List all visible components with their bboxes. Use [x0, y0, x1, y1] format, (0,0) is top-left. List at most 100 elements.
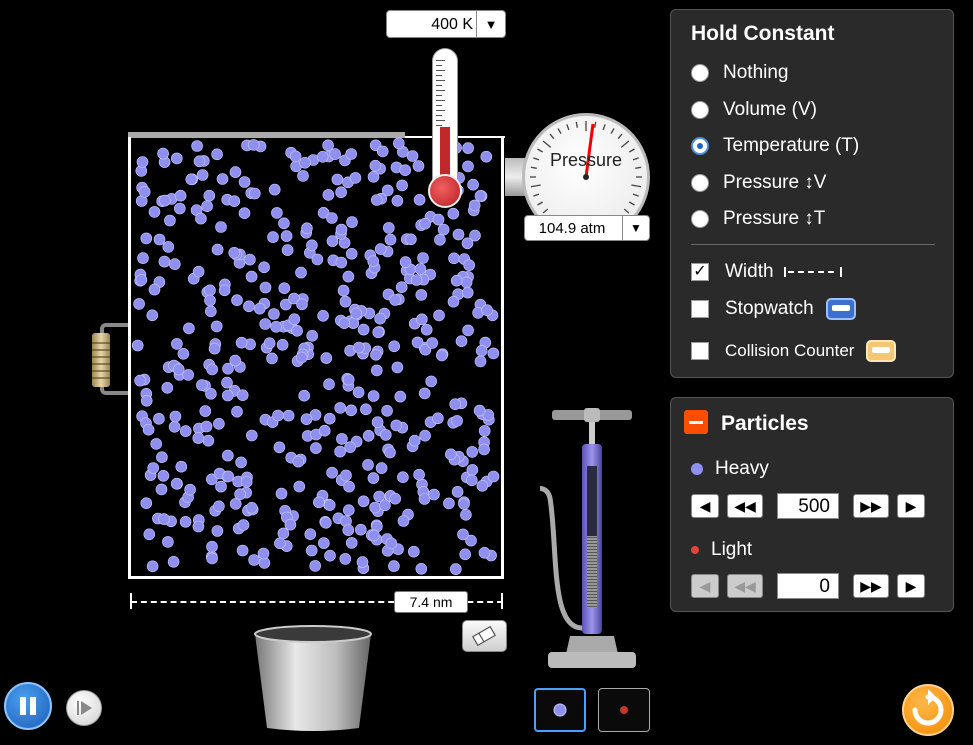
heavy-count-field[interactable]: 500 — [777, 493, 839, 519]
heavy-particle — [413, 193, 426, 206]
heavy-particle — [385, 537, 398, 550]
pump-piston-line — [587, 585, 597, 586]
collision-counter-checkbox[interactable] — [691, 342, 709, 360]
heavy-particle — [390, 419, 403, 432]
heavy-particle — [259, 281, 272, 294]
triangle-down-icon[interactable]: ▼ — [476, 11, 505, 37]
stopwatch-checkbox[interactable] — [691, 300, 709, 318]
stopwatch-checkbox-row[interactable]: Stopwatch — [691, 298, 856, 320]
heavy-decrement-many-button[interactable]: ◀◀ — [727, 494, 763, 518]
reset-all-button[interactable] — [902, 684, 954, 736]
light-increment-button[interactable]: ▶ — [897, 574, 925, 598]
heavy-particle — [153, 412, 165, 425]
gauge-tick — [537, 148, 544, 153]
heavy-particle — [433, 309, 445, 322]
heavy-particle — [313, 496, 325, 509]
heavy-decrement-button[interactable]: ◀ — [691, 494, 719, 518]
heavy-particle — [153, 233, 166, 246]
width-checkbox[interactable]: ✓ — [691, 263, 709, 281]
heavy-particle-select-button[interactable] — [534, 688, 586, 732]
heavy-particle — [317, 207, 330, 219]
heavy-particle — [344, 441, 356, 454]
particles-title: Particles — [721, 412, 809, 435]
heavy-particle — [257, 547, 270, 560]
heavy-particle — [167, 555, 180, 568]
heavy-particle — [324, 549, 336, 562]
heavy-particle — [352, 386, 365, 399]
eraser-button[interactable] — [462, 620, 507, 652]
heavy-particle — [444, 448, 457, 461]
hold-option-2[interactable]: Temperature (T) — [691, 135, 859, 157]
hold-option-4[interactable]: Pressure ↕T — [691, 208, 825, 230]
heavy-particle — [416, 313, 428, 326]
light-stepper[interactable]: ◀ ◀◀ 0 ▶▶ ▶ — [691, 573, 933, 599]
light-increment-many-button[interactable]: ▶▶ — [853, 574, 889, 598]
heavy-particle — [342, 373, 355, 386]
heavy-particle — [175, 460, 188, 473]
heavy-particle — [157, 469, 170, 482]
heavy-particle — [201, 200, 213, 212]
heavy-particle — [231, 294, 243, 306]
width-indicator-right-end — [501, 593, 503, 609]
radio-button[interactable] — [691, 100, 709, 119]
container-handle[interactable] — [92, 333, 110, 387]
heavy-particle — [177, 348, 190, 360]
collapse-particles-button[interactable] — [684, 410, 708, 434]
heavy-particle — [432, 412, 444, 425]
heavy-particle — [388, 340, 401, 353]
pause-button[interactable] — [4, 682, 52, 730]
pump-piston-line — [587, 555, 597, 556]
heavy-particle — [335, 256, 348, 269]
light-particle-select-button[interactable] — [598, 688, 650, 732]
heavy-particle — [280, 298, 292, 311]
light-decrement-button[interactable]: ◀ — [691, 574, 719, 598]
hold-option-1[interactable]: Volume (V) — [691, 99, 817, 121]
heavy-particle — [200, 420, 213, 433]
heavy-particle — [339, 553, 352, 565]
gauge-tick — [623, 208, 630, 214]
thermometer-tick — [436, 115, 442, 116]
heavy-stepper[interactable]: ◀ ◀◀ 500 ▶▶ ▶ — [691, 493, 933, 519]
hold-option-3[interactable]: Pressure ↕V — [691, 172, 826, 194]
temperature-readout[interactable]: 400 K ▼ — [386, 10, 506, 38]
hold-constant-panel: Hold Constant Nothing Volume (V) Temperatu… — [670, 9, 954, 378]
heavy-particle — [478, 443, 490, 456]
heavy-particle — [450, 274, 463, 287]
radio-button[interactable] — [691, 173, 709, 192]
collision-counter-checkbox-row[interactable]: Collision Counter — [691, 340, 897, 362]
heavy-particle — [367, 390, 380, 402]
heavy-particle — [318, 424, 331, 437]
pressure-readout[interactable]: 104.9 atm ▼ — [524, 215, 650, 241]
hold-option-0[interactable]: Nothing — [691, 62, 789, 84]
heavy-particle — [367, 170, 380, 183]
heavy-particle — [231, 405, 243, 418]
heavy-increment-many-button[interactable]: ▶▶ — [853, 494, 889, 518]
hold-option-label: Nothing — [723, 62, 789, 83]
light-count-field[interactable]: 0 — [777, 573, 839, 599]
triangle-down-icon[interactable]: ▼ — [622, 216, 649, 240]
heavy-particle — [487, 347, 500, 360]
width-checkbox-row[interactable]: ✓ Width — [691, 261, 844, 283]
heavy-particle — [203, 189, 216, 202]
radio-button[interactable] — [691, 210, 709, 228]
heavy-increment-button[interactable]: ▶ — [897, 494, 925, 518]
heavy-particle — [367, 255, 379, 267]
light-particle-icon — [691, 546, 699, 554]
heavy-particle — [274, 537, 286, 550]
heavy-particle — [140, 497, 153, 510]
heavy-particle — [399, 164, 412, 177]
heavy-particle — [306, 330, 318, 342]
radio-button[interactable] — [691, 64, 709, 82]
bicycle-pump[interactable] — [540, 408, 640, 673]
container-lid[interactable] — [128, 132, 405, 138]
radio-button[interactable] — [691, 137, 709, 155]
thermometer-tick — [436, 65, 442, 66]
heavy-particle — [420, 323, 433, 336]
light-decrement-many-button[interactable]: ◀◀ — [727, 574, 763, 598]
step-button[interactable] — [66, 690, 102, 726]
heavy-particle — [280, 230, 293, 242]
heavy-particle — [425, 375, 438, 388]
pump-piston-line — [587, 603, 597, 604]
heavy-particle — [228, 195, 241, 207]
heavy-particle — [288, 313, 301, 325]
